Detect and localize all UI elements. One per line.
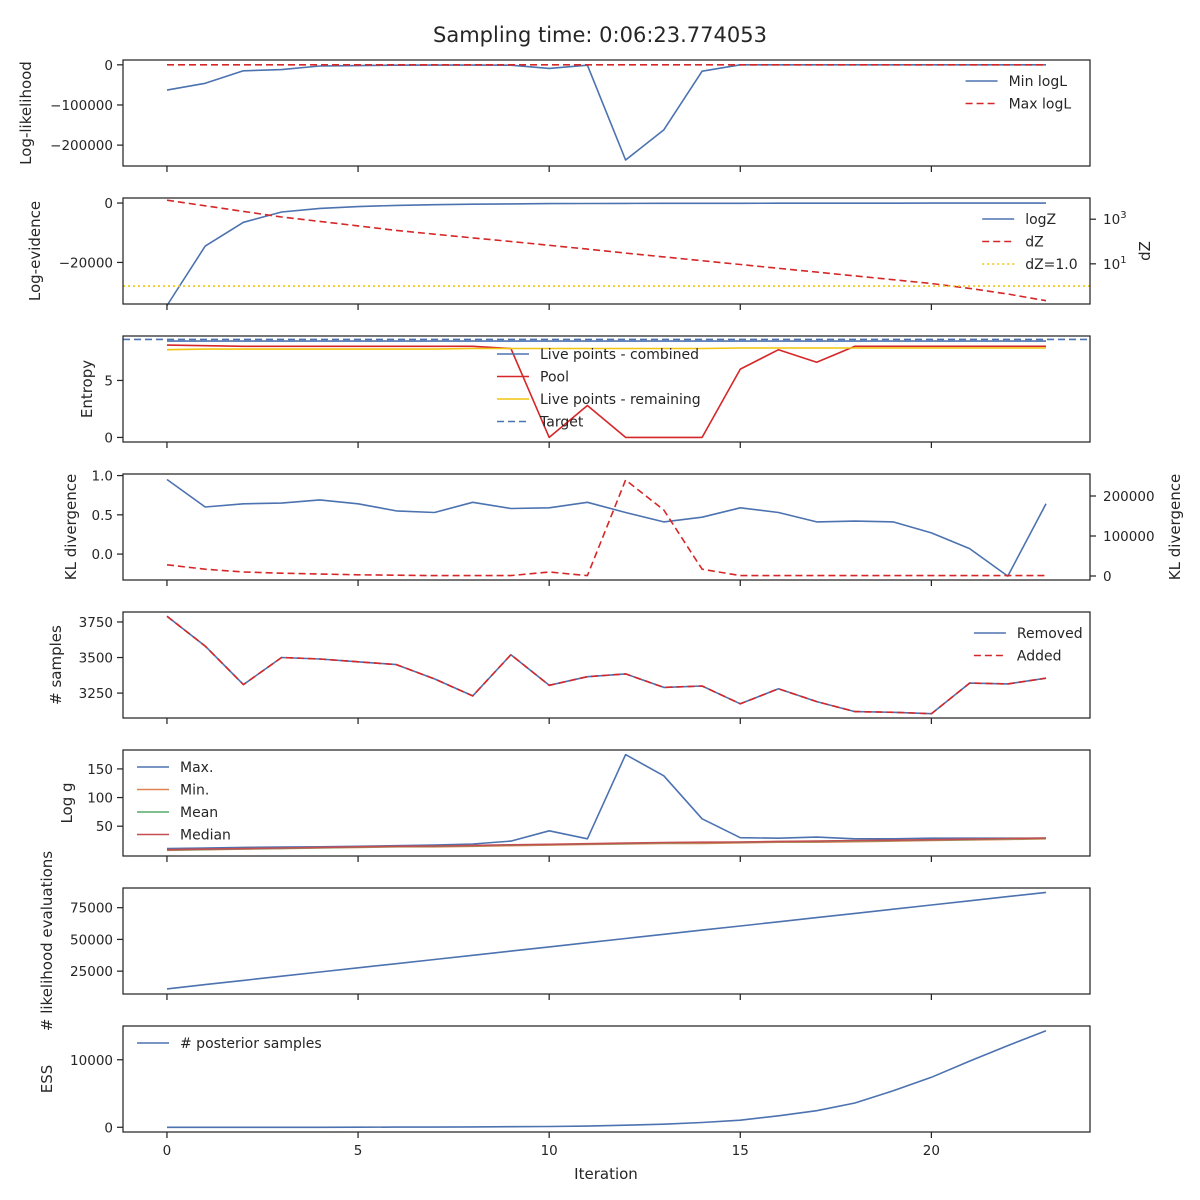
- y-tick-label-6-1: 50000: [70, 932, 113, 948]
- legend-label-2-0: Live points - combined: [540, 347, 699, 363]
- y-tick-label-5-2: 50: [96, 819, 113, 835]
- x-axis-label: Iteration: [574, 1165, 638, 1183]
- y-axis-label-0: Log-likelihood: [17, 61, 35, 165]
- y-axis-label-2: Entropy: [78, 360, 96, 418]
- series-line-4-1: [166, 615, 1047, 715]
- series-line-0-0: [166, 64, 1046, 161]
- figure-suptitle: Sampling time: 0:06:23.774053: [433, 23, 767, 47]
- legend-label-2-3: Target: [539, 415, 584, 431]
- y-tick-label-0-0: 0: [104, 58, 113, 74]
- x-tick-label-0: 0: [163, 1143, 172, 1159]
- y-tick-label-0-2: −200000: [50, 138, 113, 154]
- y2-tick-base-1-0: 10: [1103, 212, 1120, 228]
- x-tick-label-10: 10: [541, 1143, 558, 1159]
- y-axis-label-5: Log g: [58, 782, 76, 823]
- x-tick-label-20: 20: [923, 1143, 940, 1159]
- y-tick-label-5-0: 150: [87, 762, 113, 778]
- y2-tick-exp-1-1: 1: [1120, 255, 1126, 266]
- y-tick-label-2-0: 5: [104, 373, 113, 389]
- y-tick-label-1-1: −20000: [59, 255, 113, 271]
- y2-tick-label-3-2: 0: [1103, 569, 1112, 585]
- series-line-7-0: [167, 1029, 1047, 1129]
- y2-tick-base-1-1: 10: [1103, 257, 1120, 273]
- y-tick-label-3-2: 0.0: [92, 547, 113, 563]
- series-line-1-0: [166, 202, 1046, 306]
- axes-frame-0: [122, 59, 1091, 167]
- axes-frame-3: [122, 473, 1091, 581]
- x-tick-label-5: 5: [354, 1143, 363, 1159]
- panel-2: 5 0 Entropy Live points - combined Pool Live …: [78, 335, 1091, 448]
- y-tick-label-0-1: −100000: [50, 98, 113, 114]
- y-tick-label-3-0: 1.0: [92, 469, 113, 485]
- axes-frame-5: [122, 749, 1091, 857]
- legend-label-1-2: dZ=1.0: [1025, 257, 1077, 273]
- series-line-6-0: [166, 891, 1047, 990]
- series-line-2-1: [166, 344, 1046, 439]
- series-line-5-3: [166, 837, 1047, 851]
- axes-frame-2: [122, 335, 1091, 443]
- y-axis-label-7: ESS: [38, 1065, 56, 1094]
- y-tick-label-2-1: 0: [104, 430, 113, 446]
- legend-label-1-0: logZ: [1025, 212, 1056, 228]
- panel-6: 75000 50000 25000 # likelihood evaluations: [38, 851, 1091, 1031]
- y-tick-label-7-1: 0: [104, 1120, 113, 1136]
- x-tick-label-15: 15: [732, 1143, 749, 1159]
- axes-frame-7: [122, 1025, 1091, 1133]
- axes-frame-1: [122, 197, 1091, 305]
- legend-label-5-1: Min.: [180, 783, 209, 799]
- y2-tick-label-3-1: 100000: [1103, 529, 1155, 545]
- panel-0: 0 −100000 −200000 Log-likelihood Min logL Max…: [17, 58, 1091, 172]
- legend-label-4-1: Added: [1017, 649, 1062, 665]
- y2-tick-exp-1-0: 3: [1120, 210, 1126, 221]
- legend-label-7-0: # posterior samples: [180, 1036, 322, 1052]
- y-tick-label-4-0: 3750: [79, 615, 113, 631]
- series-line-5-0: [166, 753, 1046, 850]
- y-tick-label-4-2: 3250: [79, 686, 113, 702]
- y-tick-label-3-1: 0.5: [92, 508, 113, 524]
- y-axis-label-4: # samples: [47, 625, 65, 705]
- series-line-4-0: [166, 615, 1047, 715]
- y2-axis-label-3: KL divergence: [1166, 474, 1184, 580]
- y-axis-label-3: KL divergence: [62, 474, 80, 580]
- legend-label-0-1: Max logL: [1009, 97, 1072, 113]
- y-axis-label-6: # likelihood evaluations: [38, 851, 56, 1031]
- y-tick-label-6-2: 25000: [70, 964, 113, 980]
- panel-3: 1.0 0.5 0.0 KL divergence 200000 100000 0 KL di…: [62, 469, 1184, 586]
- series-line-3-1: [166, 479, 1046, 577]
- series-line-2-2: [166, 347, 1046, 351]
- y2-tick-label-1-0: 103: [1103, 210, 1127, 228]
- legend-label-2-1: Pool: [540, 370, 569, 386]
- legend-label-0-0: Min logL: [1009, 74, 1068, 90]
- y2-tick-label-3-0: 200000: [1103, 489, 1155, 505]
- legend-label-5-0: Max.: [180, 760, 213, 776]
- panel-7: 10000 0 ESS # posterior samples 0 5 10 15 20: [38, 1025, 1091, 1159]
- legend-label-1-1: dZ: [1025, 235, 1043, 251]
- legend-label-4-0: Removed: [1017, 626, 1083, 642]
- axes-frame-4: [122, 611, 1091, 719]
- panel-5: 150 100 50 Log g Max. Min. Mean Median: [58, 749, 1091, 862]
- y-tick-label-6-0: 75000: [70, 901, 113, 917]
- panel-4: 3750 3500 3250 # samples Removed Added: [47, 611, 1091, 724]
- y-tick-label-4-1: 3500: [79, 651, 113, 667]
- y-tick-label-7-0: 10000: [70, 1053, 113, 1069]
- y-tick-label-1-0: 0: [104, 196, 113, 212]
- series-line-1-1: [166, 199, 1047, 302]
- series-line-3-0: [166, 478, 1047, 577]
- y2-axis-label-1: dZ: [1136, 241, 1154, 261]
- y-axis-label-1: Log-evidence: [26, 201, 44, 301]
- y2-tick-label-1-1: 101: [1103, 255, 1127, 273]
- axes-frame-6: [122, 887, 1091, 995]
- legend-label-5-3: Median: [180, 828, 231, 844]
- legend-label-5-2: Mean: [180, 805, 218, 821]
- y-tick-label-5-1: 100: [87, 791, 113, 807]
- legend-label-2-2: Live points - remaining: [540, 392, 701, 408]
